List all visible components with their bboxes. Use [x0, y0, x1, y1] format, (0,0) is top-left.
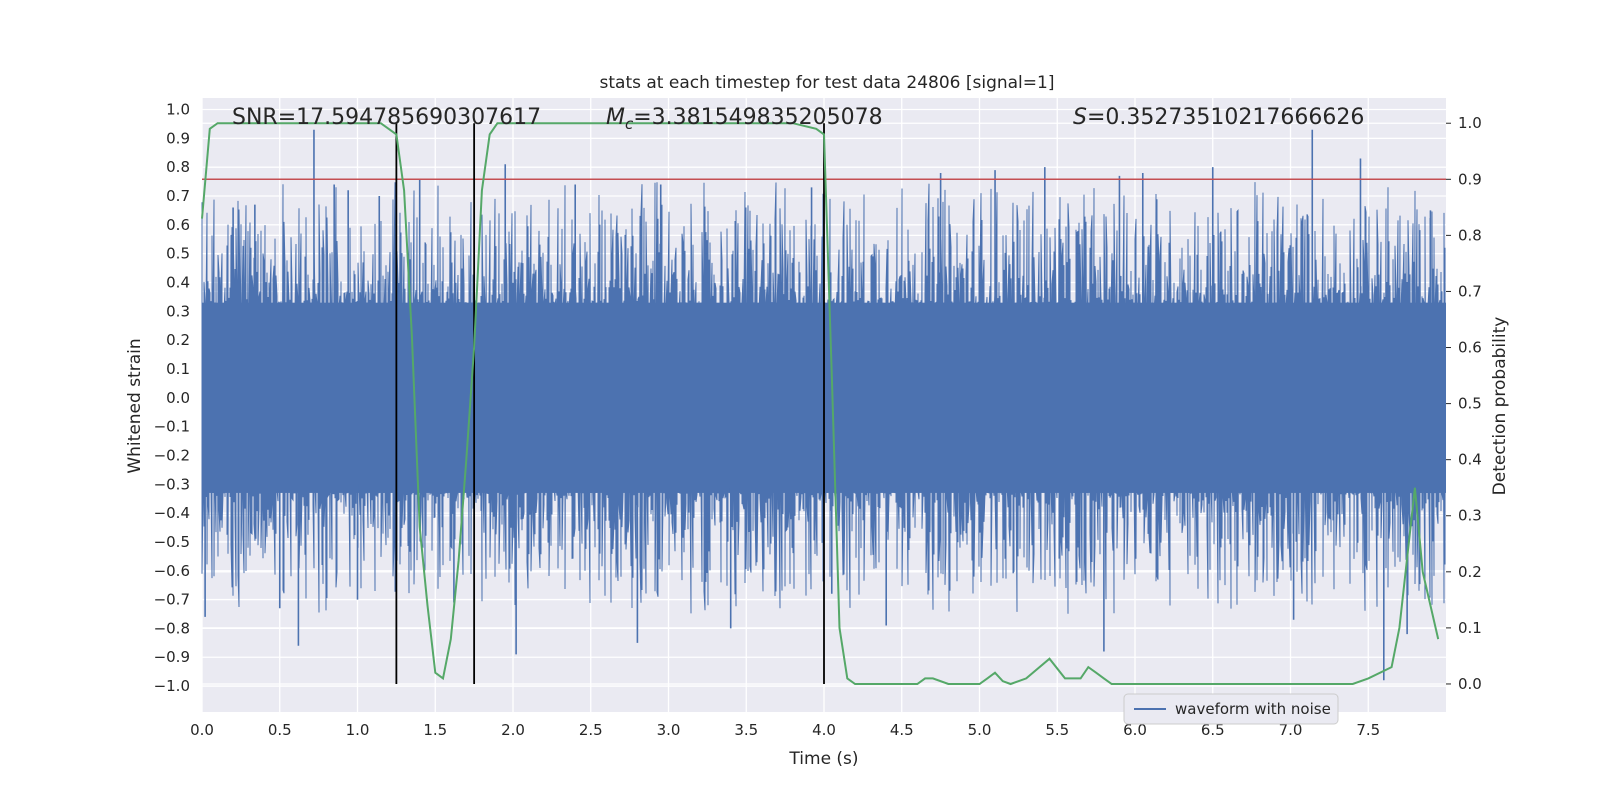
y-tick-label: −0.6 — [154, 562, 190, 580]
mc-value: =3.381549835205078 — [633, 105, 882, 130]
waveform-noise — [201, 182, 1446, 614]
x-tick-label: 6.5 — [1201, 721, 1225, 739]
y2-tick-label: 0.4 — [1458, 451, 1482, 469]
y-axis-ticks: 1.0 0.9 0.8 0.7 0.6 0.5 0.4 0.3 0.2 0.1 0.0 −0.1 −0.… — [154, 101, 190, 696]
annotations: SNR=17.594785690307617 Mc=3.381549835205… — [232, 105, 1364, 133]
y2-tick-label: 0.6 — [1458, 339, 1482, 357]
x-tick-label: 2.0 — [501, 721, 525, 739]
snr-annotation: SNR=17.594785690307617 — [232, 105, 541, 130]
y-tick-label: 0.0 — [166, 389, 190, 407]
x-tick-label: 3.0 — [657, 721, 681, 739]
y-tick-label: 0.2 — [166, 331, 190, 349]
y-axis-label: Whitened strain — [125, 338, 145, 473]
y-tick-label: −0.3 — [154, 475, 190, 493]
y-tick-label: −0.8 — [154, 619, 190, 637]
s-value: =0.35273510217666626 — [1087, 105, 1364, 130]
x-tick-label: 0.5 — [268, 721, 292, 739]
vertical-markers — [395, 123, 825, 684]
x-tick-label: 3.5 — [734, 721, 758, 739]
y-tick-label: 0.3 — [166, 302, 190, 320]
y-tick-label: −1.0 — [154, 677, 190, 695]
legend-box — [1123, 693, 1339, 725]
x-tick-label: 1.5 — [423, 721, 447, 739]
x-tick-label: 0.0 — [190, 721, 214, 739]
y2-tick-label: 0.9 — [1458, 170, 1482, 188]
x-tick-label: 5.5 — [1045, 721, 1069, 739]
x-tick-label: 1.0 — [346, 721, 370, 739]
y2-tick-label: 0.0 — [1458, 675, 1482, 693]
y2-tick-label: 0.5 — [1458, 395, 1482, 413]
y-tick-label: 0.6 — [166, 216, 190, 234]
mc-symbol: M — [606, 105, 625, 130]
y-tick-label: 0.1 — [166, 360, 190, 378]
mc-subscript: c — [625, 115, 634, 133]
x-tick-label: 4.0 — [812, 721, 836, 739]
y-tick-label: 1.0 — [166, 101, 190, 119]
x-tick-label: 7.0 — [1279, 721, 1303, 739]
y-tick-label: −0.1 — [154, 418, 190, 436]
chirp-mass-annotation: Mc=3.381549835205078 — [606, 105, 883, 133]
x-tick-label: 5.0 — [968, 721, 992, 739]
detection-probability-line — [201, 122, 1440, 686]
s-annotation: S=0.35273510217666626 — [1073, 105, 1364, 130]
y-tick-label: −0.7 — [154, 591, 190, 609]
plot-area — [201, 98, 1446, 712]
x-axis-label: Time (s) — [788, 749, 858, 769]
y2-axis-label: Detection probability — [1490, 317, 1510, 496]
y2-tick-label: 0.3 — [1458, 507, 1482, 525]
y-tick-label: 0.9 — [166, 129, 190, 147]
y-tick-label: 0.4 — [166, 273, 190, 291]
y-tick-label: −0.5 — [154, 533, 190, 551]
s-symbol: S — [1073, 105, 1087, 130]
legend: waveform with noise — [1123, 693, 1339, 725]
y-tick-label: 0.5 — [166, 245, 190, 263]
y-tick-label: 0.7 — [166, 187, 190, 205]
y2-tick-label: 0.1 — [1458, 619, 1482, 637]
x-tick-label: 6.0 — [1123, 721, 1147, 739]
y2-axis-ticks: 1.0 0.9 0.8 0.7 0.6 0.5 0.4 0.3 0.2 0.1 0.0 — [1446, 114, 1482, 693]
x-tick-label: 7.5 — [1356, 721, 1380, 739]
y2-tick-label: 1.0 — [1458, 114, 1482, 132]
y2-tick-label: 0.8 — [1458, 226, 1482, 244]
y-tick-label: −0.9 — [154, 648, 190, 666]
chart-title: stats at each timestep for test data 248… — [600, 73, 1055, 93]
y-tick-label: −0.2 — [154, 446, 190, 464]
x-tick-label: 4.5 — [890, 721, 914, 739]
y-tick-label: 0.8 — [166, 158, 190, 176]
y2-tick-label: 0.7 — [1458, 282, 1482, 300]
y-tick-label: −0.4 — [154, 504, 190, 522]
x-tick-label: 2.5 — [579, 721, 603, 739]
legend-label: waveform with noise — [1175, 700, 1331, 718]
y2-tick-label: 0.2 — [1458, 563, 1482, 581]
x-axis-ticks: 0.0 0.5 1.0 1.5 2.0 2.5 3.0 3.5 4.0 4.5 5.0 5.5 6.0 6… — [190, 721, 1380, 739]
